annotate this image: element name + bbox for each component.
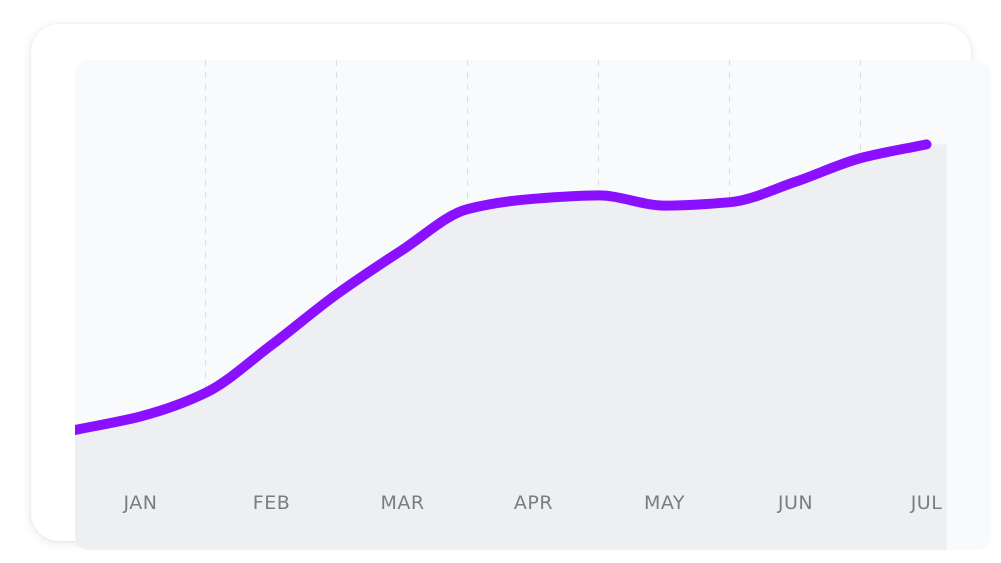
x-tick-label-apr: APR (514, 492, 553, 514)
x-tick-label-feb: FEB (253, 492, 290, 514)
chart-card: JAN FEB MAR APR MAY JUN JUL (31, 24, 991, 550)
x-axis-labels: JAN FEB MAR APR MAY JUN JUL (123, 492, 943, 514)
x-tick-label-mar: MAR (380, 492, 424, 514)
area-fill (75, 144, 947, 550)
line-area-chart: JAN FEB MAR APR MAY JUN JUL (75, 60, 947, 550)
x-tick-label-may: MAY (644, 492, 685, 514)
x-tick-label-jul: JUL (910, 492, 943, 514)
chart-plot-area: JAN FEB MAR APR MAY JUN JUL (75, 60, 991, 550)
x-tick-label-jan: JAN (123, 492, 158, 514)
x-tick-label-jun: JUN (777, 492, 813, 514)
series-line (75, 139, 932, 435)
